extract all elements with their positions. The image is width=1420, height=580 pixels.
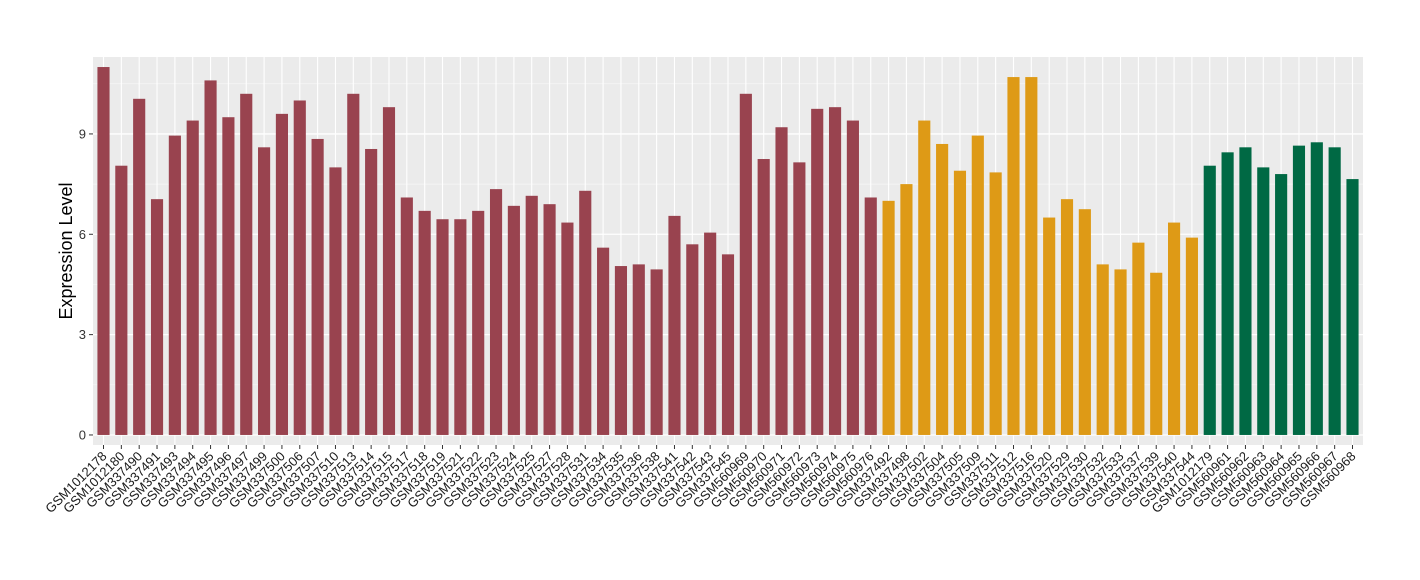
bar	[1078, 209, 1091, 435]
y-tick-label: 6	[79, 227, 86, 242]
bar	[793, 162, 806, 435]
bar	[704, 232, 717, 435]
y-tick-label: 9	[79, 126, 86, 141]
bar	[1007, 77, 1020, 435]
bar	[507, 205, 520, 435]
bar	[882, 200, 895, 435]
bar	[775, 127, 788, 435]
bar	[579, 190, 592, 435]
bar	[953, 170, 967, 435]
bar	[525, 195, 538, 435]
bar	[632, 264, 645, 435]
x-axis: GSM1012178GSM1012180GSM337490GSM337491GS…	[42, 445, 1359, 516]
bar	[97, 67, 110, 435]
bar	[1185, 237, 1198, 435]
bar	[258, 147, 271, 435]
bar	[1114, 269, 1127, 435]
bar	[204, 80, 217, 435]
bar	[1025, 77, 1038, 435]
bar	[489, 189, 503, 435]
y-axis: 0 3 6 9	[79, 126, 93, 442]
bar	[828, 107, 842, 435]
bar	[1168, 222, 1181, 435]
bar	[864, 197, 877, 435]
bar	[1221, 152, 1234, 435]
bar	[115, 165, 128, 435]
bar	[454, 219, 467, 435]
bar	[400, 197, 413, 435]
bar	[1060, 199, 1074, 435]
bar	[543, 204, 556, 435]
bar	[686, 244, 699, 435]
bar	[989, 172, 1002, 435]
bar	[1346, 179, 1359, 435]
bar	[900, 184, 913, 435]
bar	[1096, 264, 1109, 435]
bar	[1328, 147, 1341, 435]
bar	[293, 100, 306, 435]
bar	[811, 108, 824, 435]
bar	[150, 199, 164, 435]
bar	[365, 148, 378, 435]
bar	[1257, 167, 1270, 435]
bar	[561, 222, 574, 435]
bar	[936, 143, 949, 435]
bar	[329, 167, 342, 435]
bar	[597, 247, 610, 435]
y-axis-title: Expression Level	[56, 182, 76, 319]
bar	[240, 93, 253, 435]
bar	[846, 120, 859, 435]
bar	[1275, 174, 1288, 435]
bar	[436, 219, 449, 435]
bar	[1203, 165, 1216, 435]
bar	[1150, 272, 1163, 435]
bar	[668, 215, 681, 435]
y-tick-label: 3	[79, 327, 86, 342]
bar	[168, 135, 181, 435]
bar	[186, 120, 199, 435]
bars	[97, 67, 1359, 435]
bar	[275, 113, 288, 435]
bar	[918, 120, 931, 435]
bar	[222, 117, 235, 435]
bar	[133, 98, 146, 435]
bar	[382, 107, 396, 435]
y-tick-label: 0	[79, 427, 86, 442]
bar	[971, 135, 984, 435]
bar	[1043, 217, 1056, 435]
bar	[472, 210, 485, 435]
bar	[311, 138, 324, 435]
bar	[1239, 147, 1252, 435]
bar	[650, 269, 663, 435]
bar	[1310, 142, 1323, 435]
bar	[721, 254, 735, 435]
bar	[1132, 242, 1145, 435]
bar	[614, 266, 628, 435]
bar	[757, 159, 770, 435]
bar	[347, 93, 360, 435]
bar	[1292, 145, 1306, 435]
bar	[739, 93, 752, 435]
bar	[418, 210, 431, 435]
